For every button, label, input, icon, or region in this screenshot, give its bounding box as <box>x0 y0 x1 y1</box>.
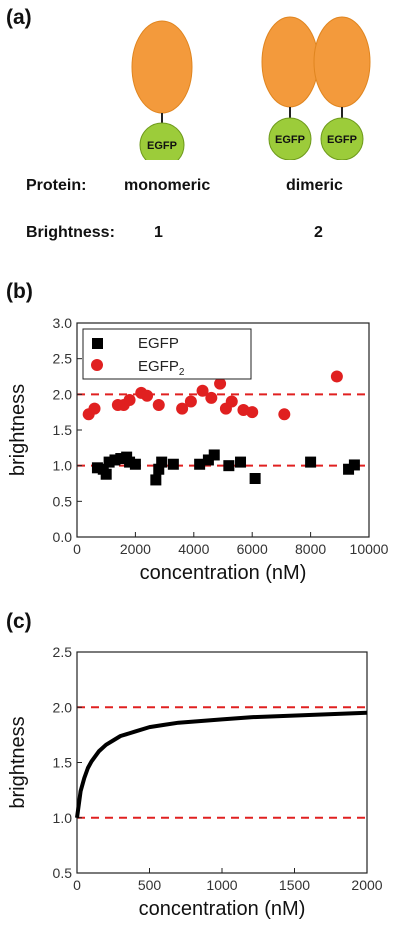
dimer-protein-ellipse-left <box>261 16 319 108</box>
dimer-diagram: EGFP EGFP <box>261 16 371 160</box>
egfp2-point <box>176 402 189 415</box>
egfp2-point <box>184 395 197 408</box>
y-tick-label: 0.0 <box>53 529 73 545</box>
monomer-protein-ellipse <box>131 20 193 114</box>
egfp-point <box>249 473 261 485</box>
protein-row-label: Protein: <box>26 177 87 194</box>
egfp2-point <box>152 399 165 412</box>
x-tick-label: 2000 <box>351 877 382 893</box>
egfp-point <box>150 474 162 486</box>
y-axis-label: brightness <box>7 384 29 476</box>
y-axis-label: brightness <box>7 716 29 808</box>
egfp2-point <box>205 391 218 404</box>
dimeric-label: dimeric <box>286 177 343 194</box>
dimer-egfp-circle-left <box>268 117 312 160</box>
egfp-point <box>91 462 103 474</box>
x-tick-label: 2000 <box>120 541 151 557</box>
x-tick-label: 8000 <box>295 541 326 557</box>
y-tick-label: 2.0 <box>53 386 73 402</box>
egfp-point <box>223 460 235 472</box>
x-tick-label: 4000 <box>178 541 209 557</box>
dimer-egfp-label-left: EGFP <box>275 134 305 146</box>
panel-c-label: (c) <box>6 610 32 633</box>
legend-egfp2-marker <box>91 359 103 371</box>
egfp-point <box>194 458 206 470</box>
y-tick-label: 2.5 <box>53 351 73 367</box>
egfp-point <box>343 463 355 475</box>
dimer-protein-ellipse-right <box>313 16 371 108</box>
protein-diagram: EGFP EGFP EGFP <box>131 16 371 160</box>
line-chart-c: 0 500 1000 1500 2000 0.5 1.0 1.5 2.0 2.5 concentra… <box>7 644 383 920</box>
panel-a-label: (a) <box>6 6 32 29</box>
legend-egfp-marker <box>92 338 103 349</box>
plot-frame <box>76 651 368 874</box>
egfp-point <box>109 454 121 466</box>
egfp-point <box>115 453 127 465</box>
egfp2-point <box>123 394 136 407</box>
brightness-curve <box>75 710 368 819</box>
monomer-egfp-label: EGFP <box>147 140 177 152</box>
y-tick-label: 1.0 <box>53 810 73 826</box>
monomer-diagram: EGFP <box>131 20 193 160</box>
x-tick-label: 10000 <box>350 541 389 557</box>
egfp-point <box>167 458 179 470</box>
x-axis-label: concentration (nM) <box>139 898 306 920</box>
brightness-row-label: Brightness: <box>26 224 115 241</box>
egfp2-point <box>88 402 101 415</box>
egfp2-point <box>141 389 154 402</box>
y-tick-label: 1.5 <box>53 755 73 771</box>
egfp-point <box>235 456 247 468</box>
egfp-point <box>100 468 112 480</box>
egfp-point <box>129 458 141 470</box>
legend-egfp-label: EGFP <box>138 335 179 352</box>
x-tick-label: 1000 <box>206 877 237 893</box>
egfp-point <box>202 454 214 466</box>
egfp2-point <box>196 384 209 397</box>
egfp2-point <box>330 370 343 383</box>
x-tick-label: 6000 <box>237 541 268 557</box>
egfp-point <box>348 459 360 471</box>
panel-b-label: (b) <box>6 280 33 303</box>
egfp-point <box>153 463 165 475</box>
x-tick-label: 500 <box>138 877 162 893</box>
y-tick-label: 0.5 <box>53 493 73 509</box>
egfp-point <box>124 456 136 468</box>
dimer-egfp-label-right: EGFP <box>327 134 357 146</box>
egfp2-point <box>246 406 259 419</box>
dimer-brightness-value: 2 <box>314 224 323 241</box>
monomer-egfp-circle <box>139 122 185 160</box>
scatter-chart-b: 0 2000 4000 6000 8000 10000 0.0 0.5 1.0 1.5 2.0 2.5… <box>7 315 389 584</box>
legend-egfp2-subscript: 2 <box>179 367 185 378</box>
x-tick-label: 0 <box>73 541 81 557</box>
y-tick-label: 3.0 <box>53 315 73 331</box>
x-axis-label: concentration (nM) <box>140 562 307 584</box>
egfp2-point <box>225 395 238 408</box>
egfp-point <box>208 449 220 461</box>
y-tick-label: 0.5 <box>53 865 73 881</box>
dimer-egfp-circle-right <box>320 117 364 160</box>
monomer-brightness-value: 1 <box>154 224 163 241</box>
y-tick-label: 2.5 <box>53 644 73 660</box>
legend-egfp2-label: EGFP2 <box>138 358 185 378</box>
egfp2-point <box>278 408 291 421</box>
egfp-point <box>103 456 115 468</box>
y-tick-label: 2.0 <box>53 699 73 715</box>
monomeric-label: monomeric <box>124 177 211 194</box>
egfp-point <box>156 456 168 468</box>
legend: EGFP EGFP2 <box>82 328 252 380</box>
x-tick-label: 0 <box>73 877 81 893</box>
y-tick-label: 1.0 <box>53 458 73 474</box>
y-tick-label: 1.5 <box>53 422 73 438</box>
x-tick-label: 1500 <box>279 877 310 893</box>
legend-box <box>82 328 252 380</box>
egfp2-point <box>214 377 227 390</box>
egfp-point <box>305 456 317 468</box>
